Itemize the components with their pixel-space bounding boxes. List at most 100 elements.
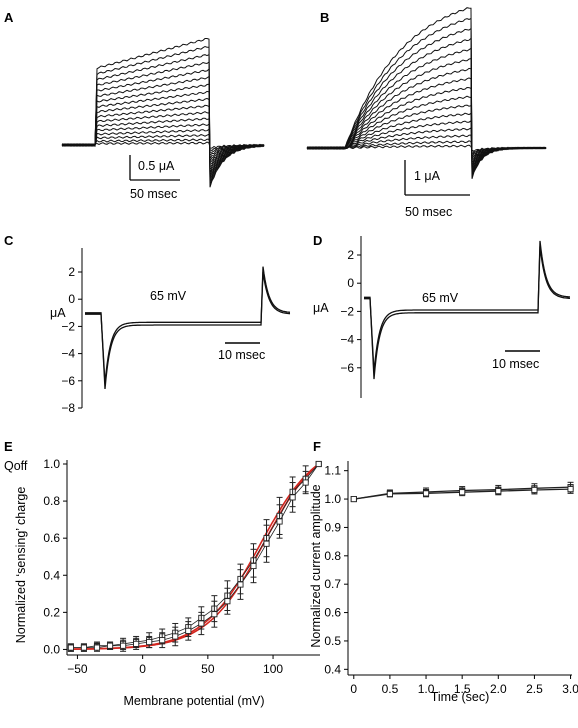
ticksC-label-4: −6 bbox=[61, 374, 75, 388]
plotE-ytick-label-4: 0.8 bbox=[43, 494, 60, 508]
plotF-point-2-3 bbox=[459, 489, 466, 496]
plotE-fit-1 bbox=[70, 463, 320, 650]
plotF-ytick-label-6: 1.0 bbox=[324, 492, 341, 506]
plotF-xtick-label-4: 2.0 bbox=[490, 682, 507, 696]
tracesA-trace-8 bbox=[61, 104, 265, 166]
traces-b bbox=[306, 7, 547, 179]
tracesB-trace-13 bbox=[306, 47, 547, 173]
ticksC-label-5: −8 bbox=[61, 401, 75, 415]
plotE-ytick-label-2: 0.4 bbox=[43, 568, 60, 582]
plotF-ytick-label-1: 0.5 bbox=[324, 634, 341, 648]
plotE-point-2-11 bbox=[211, 611, 218, 618]
tracesA-trace-12 bbox=[61, 75, 265, 176]
plotE-series-1-line bbox=[70, 463, 320, 648]
tracesB-trace-16 bbox=[306, 17, 547, 178]
ticks-c: 2 0 −2 −4 −6 −8 bbox=[61, 265, 82, 415]
plotF-point-2-6 bbox=[567, 486, 574, 493]
plotF-ytick-label-2: 0.6 bbox=[324, 606, 341, 620]
plotF-ytick-label-3: 0.7 bbox=[324, 577, 341, 591]
plotF-point-2-0 bbox=[350, 496, 357, 503]
panel-a: A 0.5 μA 50 msec bbox=[4, 10, 265, 201]
plotE-ytick-label-0: 0.0 bbox=[43, 642, 60, 656]
tracesB-trace-5 bbox=[306, 119, 547, 160]
tracesB-trace-8 bbox=[306, 95, 547, 164]
plotE-xtick-label-1: 0 bbox=[139, 662, 146, 676]
plotE-point-2-0 bbox=[67, 644, 74, 651]
scalebar-b-x-label: 50 msec bbox=[405, 205, 452, 219]
ticksD-label-4: −6 bbox=[340, 361, 354, 375]
plotF-point-2-4 bbox=[495, 488, 502, 495]
scalebar-a: 0.5 μA 50 msec bbox=[129, 155, 180, 201]
tracesB-trace-15 bbox=[306, 27, 547, 175]
axis-c-ylabel: μA bbox=[50, 306, 66, 320]
plotE-point-2-14 bbox=[250, 562, 257, 570]
ticksC-label-0: 2 bbox=[68, 265, 75, 279]
corner-label-e: Qoff bbox=[4, 459, 28, 473]
traces-d bbox=[364, 240, 571, 380]
plotF-ytick-label-7: 1.1 bbox=[324, 464, 341, 478]
plotE-point-2-17 bbox=[289, 494, 296, 501]
panel-letter-a: A bbox=[4, 10, 14, 25]
scalebar-a-y-label: 0.5 μA bbox=[138, 159, 175, 173]
tracesD-trace-1 bbox=[364, 240, 570, 380]
axis-e-xlabel: Membrane potential (mV) bbox=[123, 694, 264, 708]
traces-a bbox=[61, 38, 265, 188]
axis-f-ylabel: Normalized current amplitude bbox=[309, 484, 323, 647]
plotE-point-2-8 bbox=[172, 633, 179, 640]
plotE-xtick-label-2: 50 bbox=[201, 662, 215, 676]
plotE-fit-2 bbox=[70, 463, 320, 650]
ticksD-label-3: −4 bbox=[340, 333, 354, 347]
plotE-ytick-label-1: 0.2 bbox=[43, 605, 60, 619]
plotE-point-2-5 bbox=[133, 640, 140, 647]
panel-d: D 2 0 −2 −4 −6 μA 65 mV 10 msec bbox=[313, 233, 571, 398]
tracesB-trace-12 bbox=[306, 57, 547, 172]
plotF-ytick-label-0: 0.4 bbox=[324, 662, 341, 676]
panel-f: F 0.4 0.5 0.6 0.7 0.8 0.9 1.0 1.1 0 0.5 1.0 1.5 2.0 2… bbox=[309, 439, 578, 704]
panel-letter-d: D bbox=[313, 233, 322, 248]
plotE-xtick-label-3: 100 bbox=[263, 662, 283, 676]
tracesA-trace-6 bbox=[61, 117, 265, 163]
plotE-point-2-9 bbox=[185, 627, 192, 634]
panel-letter-b: B bbox=[320, 10, 329, 25]
axis-e-ylabel: Normalized ‘sensing’ charge bbox=[14, 487, 28, 644]
tracesA-trace-7 bbox=[61, 111, 265, 165]
plot-f: 0.4 0.5 0.6 0.7 0.8 0.9 1.0 1.1 0 0.5 1.0 1.5 2.0 2.5… bbox=[324, 461, 578, 696]
tracesA-trace-11 bbox=[61, 83, 265, 173]
annotation-d: 65 mV bbox=[422, 291, 459, 305]
axis-f-xlabel: Time (sec) bbox=[431, 690, 490, 704]
plotE-point-2-6 bbox=[146, 638, 153, 646]
ticksC-label-2: −2 bbox=[61, 319, 75, 333]
tracesA-trace-17 bbox=[61, 38, 265, 188]
tracesA-trace-5 bbox=[61, 123, 265, 161]
plotE-point-2-12 bbox=[224, 598, 231, 605]
plotF-ytick-label-4: 0.8 bbox=[324, 549, 341, 563]
tracesA-trace-10 bbox=[61, 90, 265, 172]
ticksD-label-0: 2 bbox=[347, 248, 354, 262]
ticks-d: 2 0 −2 −4 −6 bbox=[340, 248, 361, 375]
panel-e: E Qoff 0.0 0.2 0.4 0.6 0.8 1.0 −50 0 50 100 Membr… bbox=[4, 439, 322, 708]
plotF-point-2-5 bbox=[531, 486, 538, 494]
plotE-point-2-2 bbox=[93, 644, 101, 651]
scalebar-c-label: 10 msec bbox=[218, 348, 265, 362]
plotF-xtick-label-1: 0.5 bbox=[382, 682, 399, 696]
ticksC-label-1: 0 bbox=[68, 292, 75, 306]
scalebar-a-x-label: 50 msec bbox=[130, 187, 177, 201]
plotE-point-2-4 bbox=[120, 642, 127, 649]
tracesB-trace-17 bbox=[306, 7, 547, 179]
panel-letter-c: C bbox=[4, 233, 14, 248]
plotF-point-2-1 bbox=[386, 490, 393, 497]
ticksC-label-3: −4 bbox=[61, 347, 75, 361]
plotF-xtick-label-0: 0 bbox=[350, 682, 357, 696]
tracesA-trace-9 bbox=[61, 97, 265, 168]
plotE-point-2-7 bbox=[159, 637, 166, 644]
plotE-point-2-18 bbox=[302, 479, 309, 486]
scalebar-b: 1 μA 50 msec bbox=[404, 160, 470, 219]
plotE-point-2-10 bbox=[198, 620, 205, 627]
plotF-xtick-label-5: 2.5 bbox=[526, 682, 543, 696]
ticksD-label-1: 0 bbox=[347, 276, 354, 290]
plotE-ytick-label-5: 1.0 bbox=[43, 457, 60, 471]
panel-c: C 2 0 −2 −4 −6 −8 μA 65 mV 10 msec bbox=[4, 233, 291, 415]
axis-d-ylabel: μA bbox=[313, 301, 329, 315]
traces-c bbox=[85, 266, 291, 390]
